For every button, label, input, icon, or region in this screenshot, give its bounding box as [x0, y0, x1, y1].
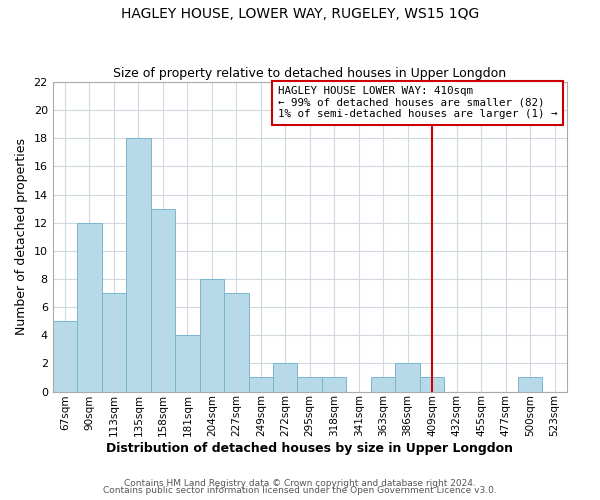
- Bar: [298, 378, 322, 392]
- Bar: [77, 222, 101, 392]
- Bar: [248, 378, 273, 392]
- Bar: [53, 321, 77, 392]
- Text: HAGLEY HOUSE, LOWER WAY, RUGELEY, WS15 1QG: HAGLEY HOUSE, LOWER WAY, RUGELEY, WS15 1…: [121, 8, 479, 22]
- Title: Size of property relative to detached houses in Upper Longdon: Size of property relative to detached ho…: [113, 66, 506, 80]
- Text: Contains public sector information licensed under the Open Government Licence v3: Contains public sector information licen…: [103, 486, 497, 495]
- Bar: [322, 378, 346, 392]
- Bar: [175, 336, 200, 392]
- Text: HAGLEY HOUSE LOWER WAY: 410sqm
← 99% of detached houses are smaller (82)
1% of s: HAGLEY HOUSE LOWER WAY: 410sqm ← 99% of …: [278, 86, 557, 120]
- Bar: [224, 293, 248, 392]
- Bar: [371, 378, 395, 392]
- Bar: [151, 208, 175, 392]
- Bar: [273, 364, 298, 392]
- Bar: [395, 364, 420, 392]
- Bar: [200, 279, 224, 392]
- Bar: [420, 378, 445, 392]
- Bar: [126, 138, 151, 392]
- Bar: [518, 378, 542, 392]
- Bar: [101, 293, 126, 392]
- Y-axis label: Number of detached properties: Number of detached properties: [15, 138, 28, 336]
- X-axis label: Distribution of detached houses by size in Upper Longdon: Distribution of detached houses by size …: [106, 442, 513, 455]
- Text: Contains HM Land Registry data © Crown copyright and database right 2024.: Contains HM Land Registry data © Crown c…: [124, 478, 476, 488]
